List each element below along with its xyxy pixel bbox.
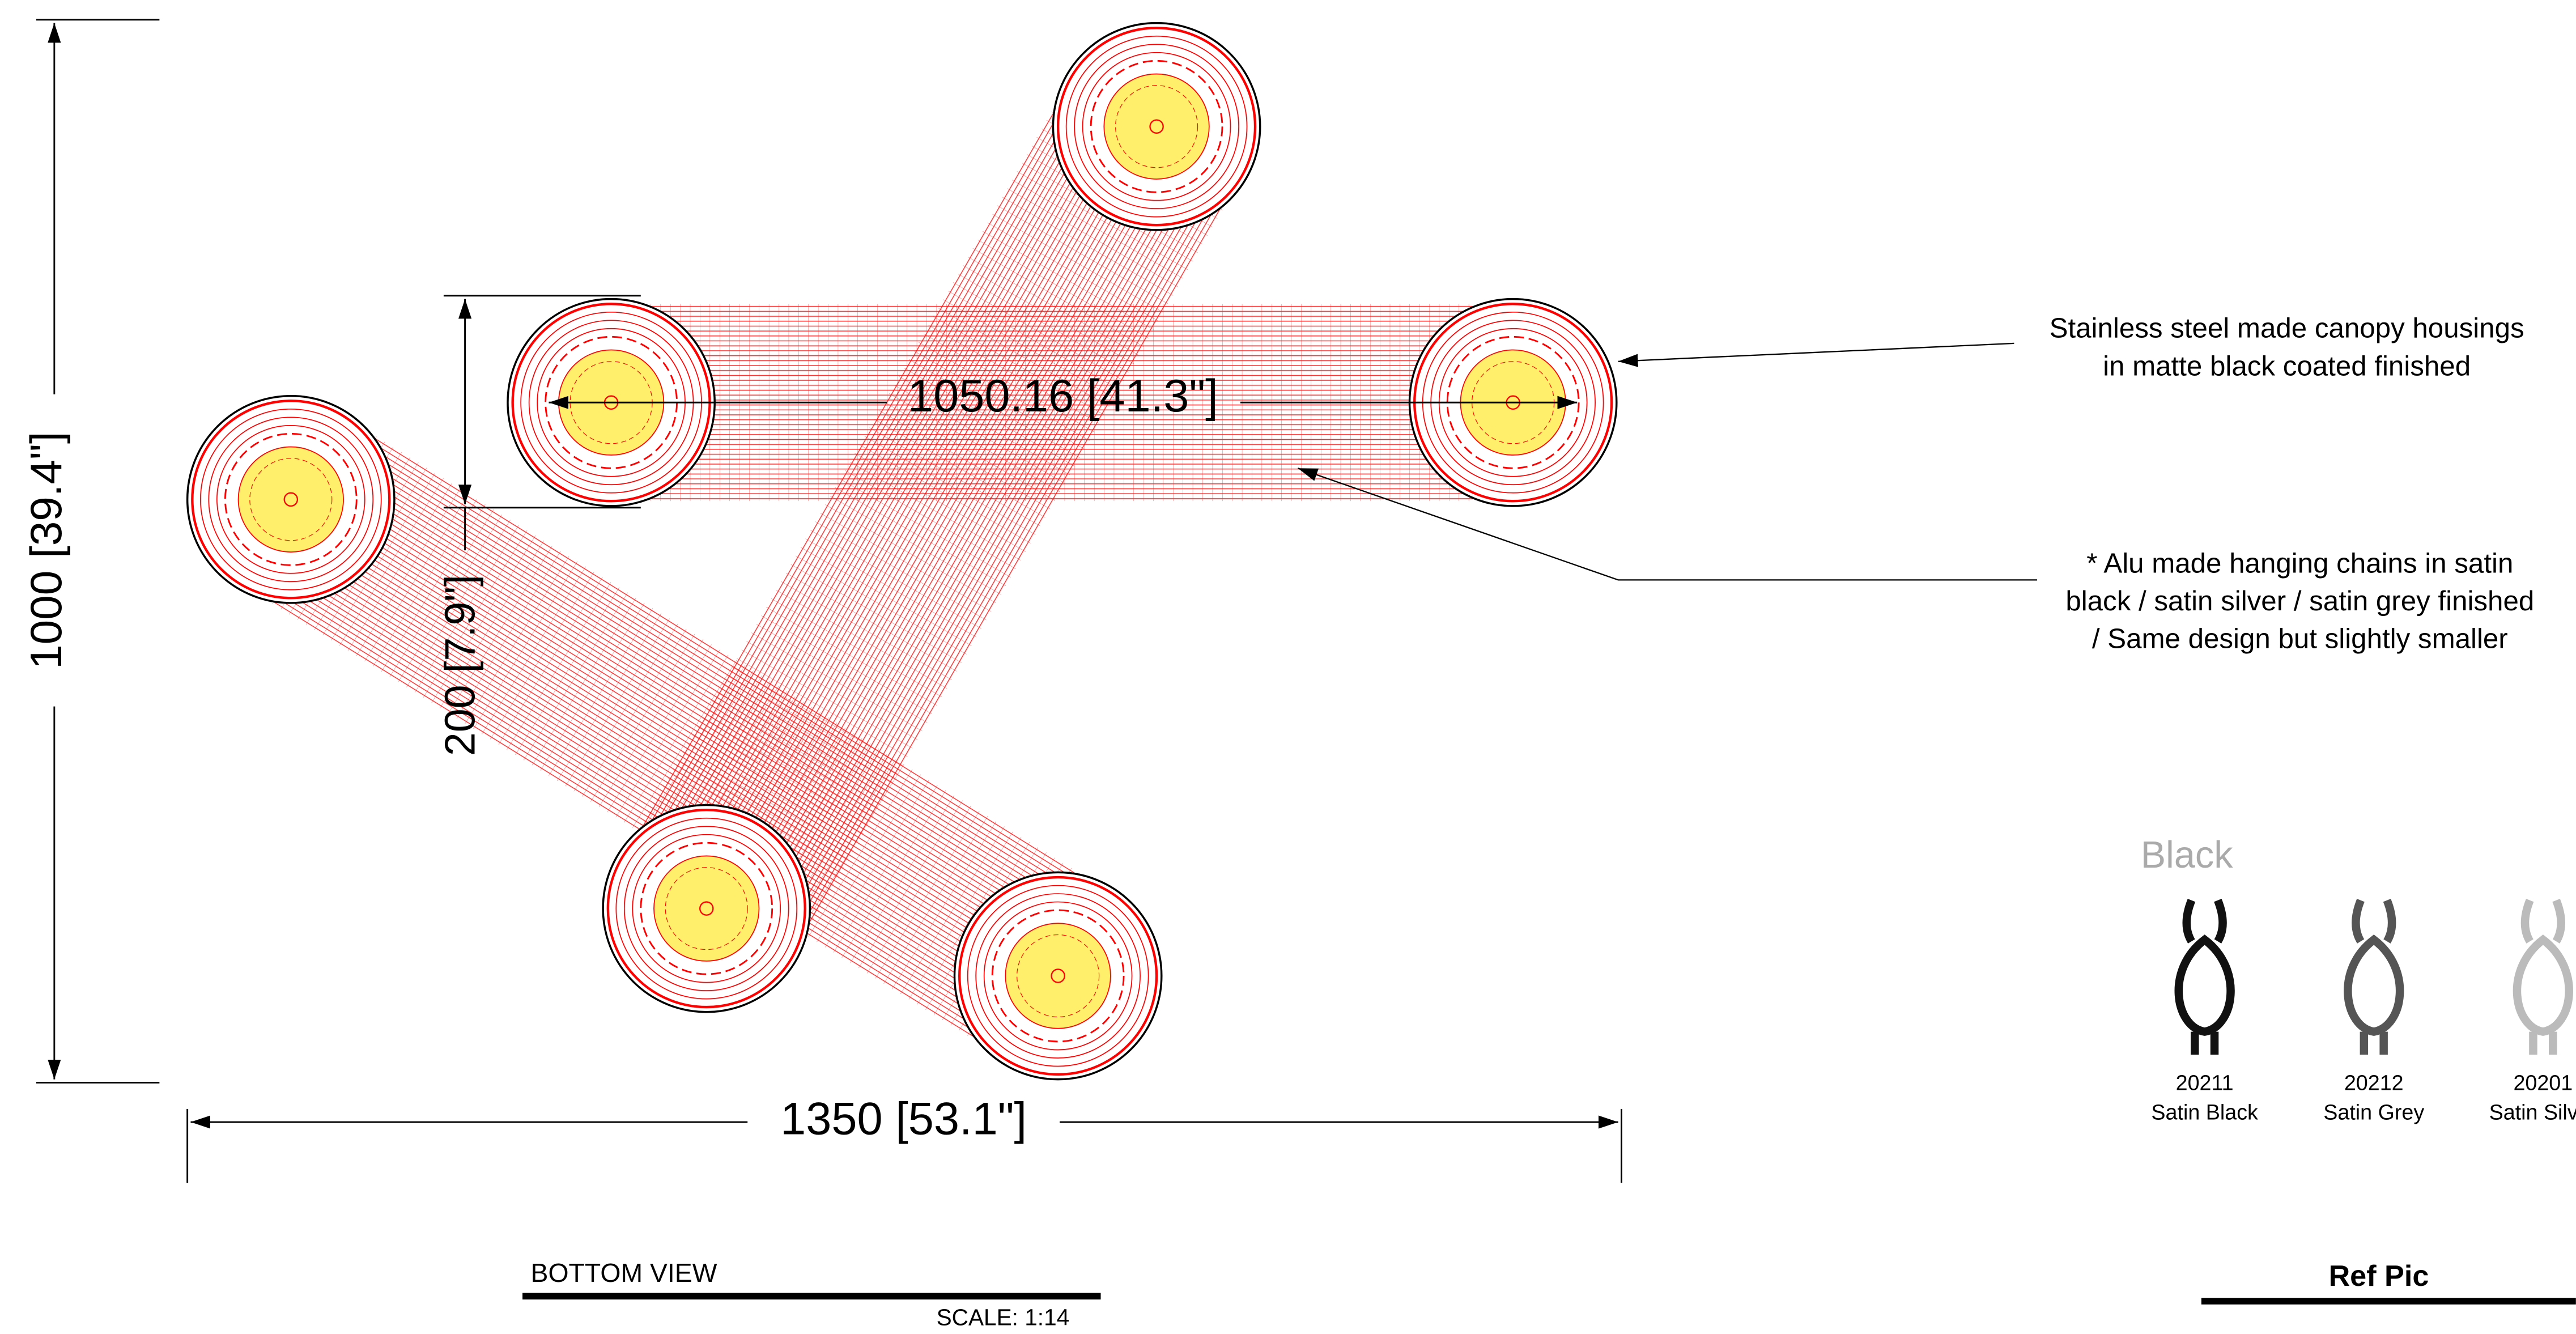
span-label: 1050.16 [41.3"] (908, 371, 1218, 422)
housing-lens (1104, 74, 1209, 179)
ref-title: Ref Pic (2329, 1260, 2429, 1293)
view-title: BOTTOM VIEW (531, 1258, 717, 1288)
drawing: 1000 [39.4"] 1350 [53.1"] 1050.16 [41.3"… (0, 0, 2576, 1334)
height-label: 1000 [39.4"] (21, 431, 71, 669)
chain-icon (2179, 900, 2231, 1055)
ref-heading: Black (2141, 834, 2234, 876)
chain-name: Satin Black (2151, 1100, 2258, 1124)
housing (1053, 23, 1260, 230)
housing (603, 805, 810, 1012)
chain-code: 20211 (2176, 1070, 2234, 1094)
chain-link (2517, 940, 2569, 1031)
chain-link (2179, 940, 2231, 1031)
chain-code: 20212 (2344, 1070, 2404, 1094)
callout-text: * Alu made hanging chains in satin (2086, 547, 2513, 579)
view-scale: SCALE: 1:14 (937, 1305, 1070, 1331)
width-label: 1350 [53.1"] (780, 1093, 1027, 1144)
offset-label: 200 [7.9"] (436, 575, 484, 756)
housing-lens (1005, 923, 1111, 1029)
ref-chains: 20211 Satin Black 20212 Satin Grey 20201 Sati… (2151, 900, 2576, 1124)
housing-lens (654, 856, 759, 961)
callout-text: in matte black coated finished (2103, 350, 2471, 381)
housing (955, 872, 1162, 1079)
chain-icon (2517, 900, 2569, 1055)
chain-link (2348, 940, 2400, 1031)
housing-lens (239, 447, 344, 553)
callout-text: Stainless steel made canopy housings (2050, 313, 2524, 344)
chain-tubes (239, 77, 1514, 1059)
callout-text: / Same design but slightly smaller (2092, 623, 2508, 655)
callout-text: black / satin silver / satin grey finish… (2065, 585, 2534, 617)
chain-code: 20201 (2513, 1070, 2573, 1094)
page: 1000 [39.4"] 1350 [53.1"] 1050.16 [41.3"… (0, 0, 2576, 1334)
housing (188, 396, 394, 603)
chain-name: Satin Silver (2489, 1100, 2576, 1124)
chain-icon (2348, 900, 2400, 1055)
chain-name: Satin Grey (2323, 1100, 2424, 1124)
